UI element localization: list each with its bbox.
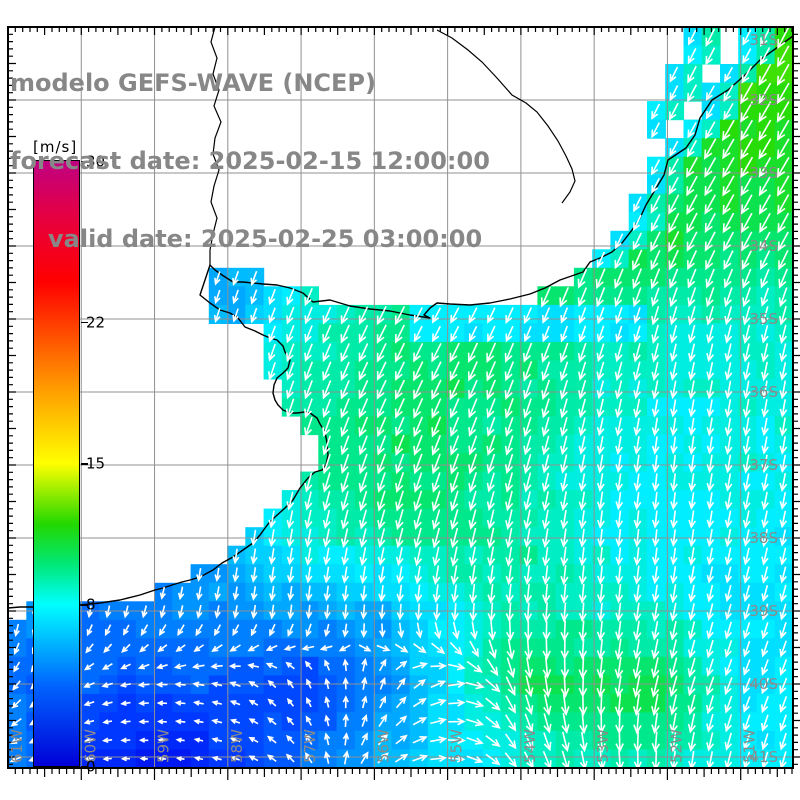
lat-label: 34S bbox=[749, 237, 778, 255]
lon-label: 58W bbox=[228, 729, 246, 763]
lat-label: 40S bbox=[749, 675, 778, 693]
lon-label: 51W bbox=[741, 729, 759, 763]
colorbar-tick-label: 15 bbox=[86, 454, 106, 473]
valid-date: valid date: 2025-02-25 03:00:00 bbox=[48, 225, 483, 253]
lat-label: 41S bbox=[749, 748, 778, 766]
map-frame bbox=[7, 26, 794, 769]
colorbar-tick bbox=[81, 160, 88, 162]
model-title: modelo GEFS-WAVE (NCEP) bbox=[10, 69, 376, 97]
colorbar-tick-label: 0 bbox=[86, 757, 96, 776]
lon-label: 54W bbox=[521, 729, 539, 763]
lon-label: 52W bbox=[667, 729, 685, 763]
lon-label: 59W bbox=[155, 729, 173, 763]
wind-arrows bbox=[9, 26, 790, 771]
lon-label: 57W bbox=[301, 729, 319, 763]
title-block: modelo GEFS-WAVE (NCEP) forecast date: 2… bbox=[10, 18, 490, 304]
lon-label: 60W bbox=[81, 729, 99, 763]
colorbar-unit-label: [m/s] bbox=[33, 138, 78, 156]
colorbar-tick bbox=[81, 604, 88, 606]
lat-label: 36S bbox=[749, 383, 778, 401]
lon-label: 56W bbox=[374, 729, 392, 763]
coastline-group bbox=[7, 26, 794, 609]
lat-label: 39S bbox=[749, 602, 778, 620]
lat-label: 31S bbox=[749, 31, 778, 49]
direction-arrows bbox=[9, 26, 790, 771]
colorbar-tick bbox=[81, 321, 88, 324]
axis-labels: 31S 32S 33S 34S 35S 36S 37S 38S 39S 40S 41S 61W 60W 5… bbox=[8, 31, 778, 766]
lat-label: 32S bbox=[749, 91, 778, 109]
lon-label: 53W bbox=[594, 729, 612, 763]
colorbar-tick-label: 30 bbox=[86, 152, 106, 171]
lat-label: 35S bbox=[749, 310, 778, 328]
river-line bbox=[209, 26, 222, 265]
colorbar-tick bbox=[81, 463, 88, 465]
colorbar-tick-label: 22 bbox=[86, 313, 106, 332]
coastline bbox=[7, 35, 794, 609]
forecast-date: forecast date: 2025-02-15 12:00:00 bbox=[10, 147, 490, 175]
lat-label: 37S bbox=[749, 456, 778, 474]
colorbar-tick-label: 8 bbox=[86, 595, 96, 614]
river-line bbox=[436, 29, 576, 204]
lon-label: 61W bbox=[8, 729, 26, 763]
colorbar-gradient bbox=[33, 160, 80, 767]
lat-label: 33S bbox=[749, 164, 778, 182]
colorbar-tick bbox=[81, 765, 88, 767]
lat-label: 38S bbox=[749, 529, 778, 547]
lon-label: 55W bbox=[448, 729, 466, 763]
axis-ticks bbox=[8, 27, 800, 780]
